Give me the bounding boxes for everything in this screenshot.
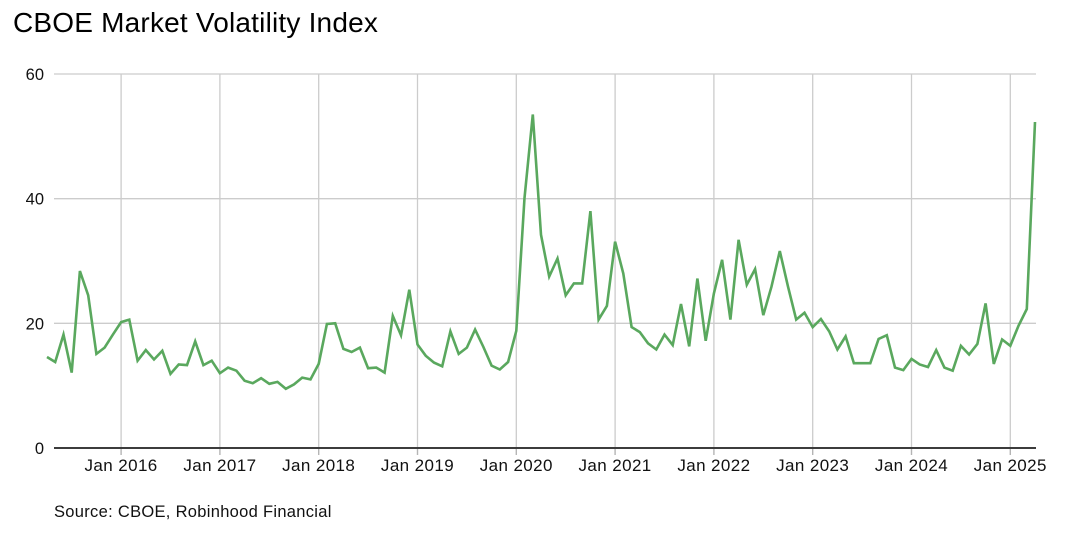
y-tick-label: 60: [26, 66, 44, 84]
chart-title: CBOE Market Volatility Index: [13, 7, 379, 38]
x-tick-label: Jan 2019: [381, 456, 454, 475]
vix-line-series: [46, 114, 1037, 391]
x-tick-label: Jan 2025: [974, 456, 1047, 475]
x-tick-label: Jan 2020: [480, 456, 553, 475]
x-tick-label: Jan 2021: [579, 456, 652, 475]
x-tick-label: Jan 2024: [875, 456, 948, 475]
y-tick-label: 40: [26, 191, 44, 209]
x-tick-label: Jan 2018: [282, 456, 355, 475]
source-note: Source: CBOE, Robinhood Financial: [54, 503, 332, 521]
y-tick-label: 20: [26, 315, 44, 333]
x-tick-label: Jan 2022: [677, 456, 750, 475]
x-tick-label: Jan 2023: [776, 456, 849, 475]
x-tick-label: Jan 2017: [183, 456, 256, 475]
y-tick-label: 0: [35, 440, 44, 458]
x-tick-label: Jan 2016: [85, 456, 158, 475]
